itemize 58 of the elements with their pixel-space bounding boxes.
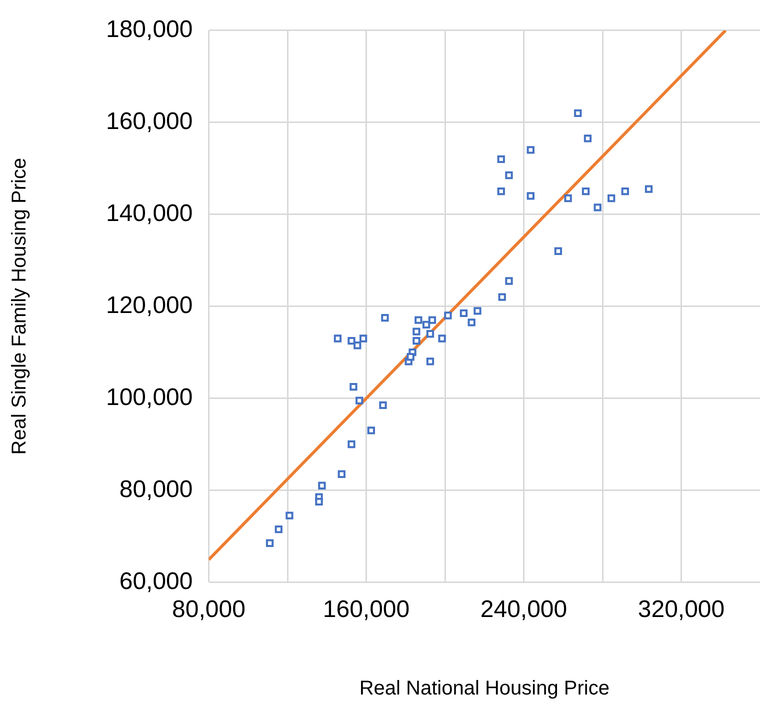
- point: [348, 440, 356, 448]
- point: [414, 316, 422, 324]
- y-tick-label: 160,000: [106, 108, 193, 135]
- point: [348, 336, 356, 345]
- x-tick-label: 320,000: [638, 596, 725, 624]
- x-axis-title: Real National Housing Price: [359, 678, 610, 700]
- point: [318, 482, 326, 490]
- point: [438, 334, 446, 342]
- point: [498, 293, 506, 301]
- point: [379, 401, 387, 409]
- point: [426, 330, 434, 338]
- x-tick-label: 240,000: [480, 596, 568, 624]
- point: [350, 382, 358, 391]
- point: [315, 498, 323, 506]
- y-tick-label: 80,000: [119, 476, 193, 503]
- point: [497, 155, 505, 163]
- y-tick-label: 120,000: [106, 292, 193, 319]
- point: [334, 334, 342, 342]
- point: [422, 320, 430, 329]
- point: [359, 334, 368, 342]
- point: [497, 188, 505, 196]
- point: [574, 109, 582, 117]
- point: [564, 194, 572, 202]
- point: [274, 525, 282, 534]
- point: [412, 336, 420, 345]
- point: [474, 307, 482, 315]
- point: [505, 277, 513, 285]
- point: [621, 188, 629, 196]
- point: [526, 192, 534, 200]
- point: [354, 342, 362, 350]
- point: [608, 194, 616, 202]
- x-tick-label: 160,000: [322, 596, 410, 624]
- point: [266, 539, 274, 547]
- point: [356, 396, 364, 404]
- point: [428, 316, 436, 324]
- point: [444, 312, 452, 320]
- point: [554, 247, 562, 255]
- point: [584, 134, 592, 142]
- point: [286, 512, 294, 520]
- point: [468, 318, 476, 326]
- point: [526, 146, 534, 154]
- point: [406, 353, 414, 361]
- y-tick-label: 180,000: [106, 16, 193, 44]
- point: [412, 328, 420, 336]
- point: [594, 204, 602, 212]
- point: [644, 185, 653, 193]
- point: [367, 426, 376, 434]
- point: [505, 171, 513, 180]
- point: [460, 309, 468, 318]
- point: [381, 314, 389, 322]
- point: [582, 188, 590, 196]
- x-tick-label: 80,000: [172, 596, 246, 624]
- point: [426, 358, 434, 366]
- y-tick-label: 140,000: [106, 200, 193, 227]
- y-tick-label: 60,000: [119, 568, 193, 595]
- point: [338, 470, 346, 478]
- y-axis-title: Real Single Family Housing Price: [8, 158, 31, 455]
- y-tick-label: 100,000: [106, 384, 193, 411]
